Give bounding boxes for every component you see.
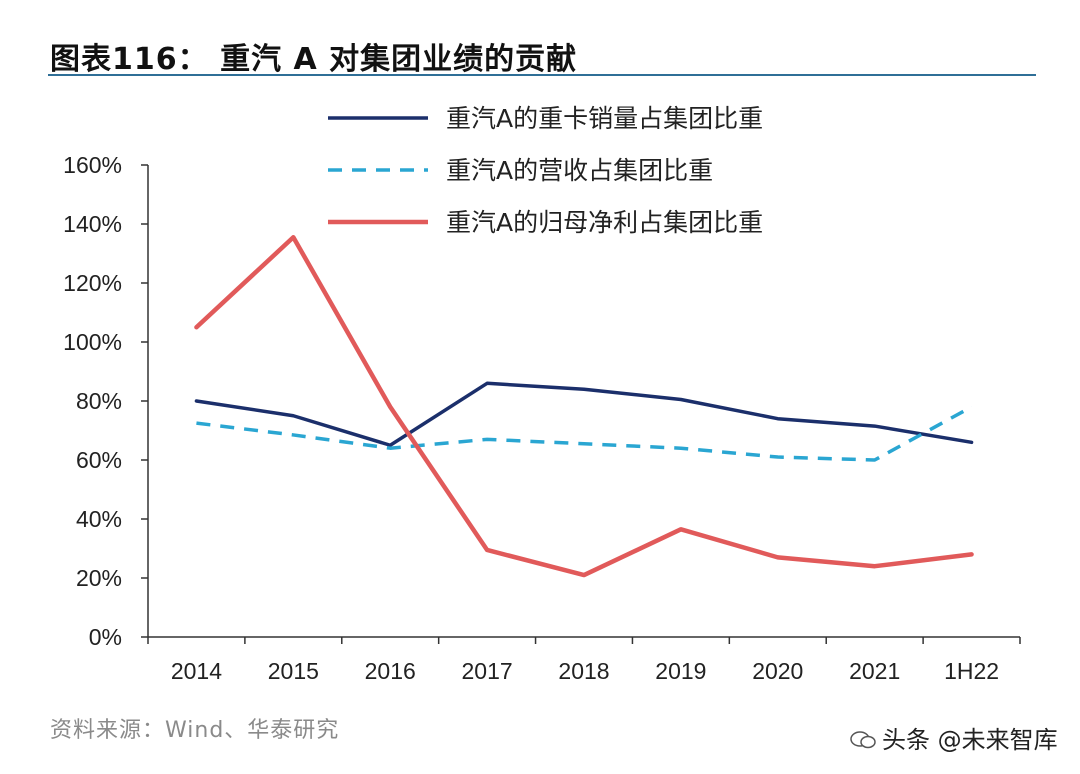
y-tick-label: 40% — [76, 506, 122, 532]
x-tick-label: 2019 — [655, 658, 706, 684]
y-tick-label: 140% — [63, 211, 122, 237]
y-tick-label: 60% — [76, 447, 122, 473]
chart-ticks: 0% 20% 40% 60% 80% 100% 120% 140% 160% 2014 2015 20… — [63, 152, 1021, 684]
y-tick-label: 100% — [63, 329, 122, 355]
chat-bubble-icon — [850, 728, 876, 748]
x-tick-label: 2018 — [558, 658, 609, 684]
x-tick-label: 2014 — [171, 658, 222, 684]
series-line-heavy-truck-sales — [194, 381, 974, 447]
x-tick-label: 2020 — [752, 658, 803, 684]
watermark-text: 头条 @未来智库 — [882, 726, 1058, 754]
watermark: 头条 @未来智库 — [850, 720, 1058, 755]
series-line-net-profit — [194, 235, 974, 578]
x-tick-label: 1H22 — [944, 658, 999, 684]
series-line-revenue — [196, 405, 973, 462]
x-tick-label: 2015 — [268, 658, 319, 684]
y-tick-label: 0% — [89, 624, 122, 650]
y-tick-label: 80% — [76, 388, 122, 414]
y-tick-label: 160% — [63, 152, 122, 178]
legend-label: 重汽A的营收占集团比重 — [446, 156, 713, 185]
legend-label: 重汽A的重卡销量占集团比重 — [446, 104, 763, 133]
legend-label: 重汽A的归母净利占集团比重 — [446, 208, 763, 237]
chart-title: 图表116： 重汽 A 对集团业绩的贡献 — [50, 42, 578, 77]
y-tick-label: 20% — [76, 565, 122, 591]
x-tick-label: 2016 — [365, 658, 416, 684]
source-note: 资料来源：Wind、华泰研究 — [50, 718, 340, 743]
y-tick-label: 120% — [63, 270, 122, 296]
x-tick-label: 2021 — [849, 658, 900, 684]
chart-series — [194, 235, 974, 578]
x-tick-label: 2017 — [462, 658, 513, 684]
title-divider — [48, 74, 1036, 76]
